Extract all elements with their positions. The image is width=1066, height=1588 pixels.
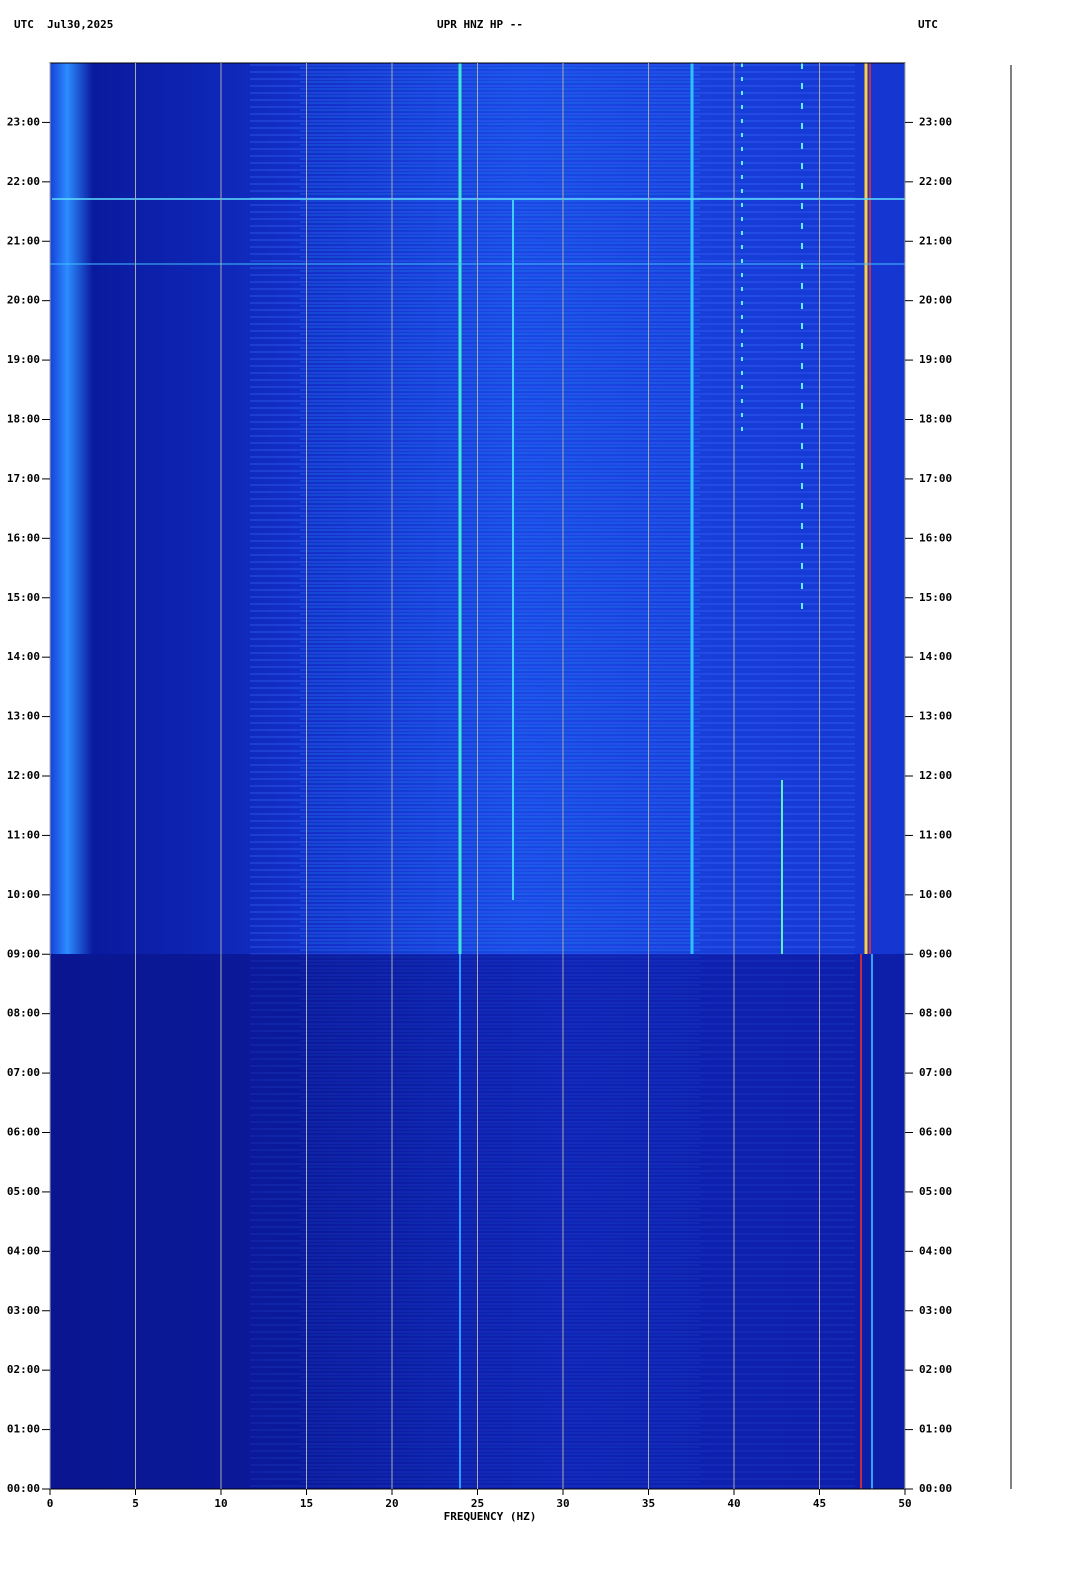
y-tick-label: 02:00 (919, 1363, 952, 1376)
y-tick-label: 03:00 (919, 1304, 952, 1317)
y-tick-label: 01:00 (919, 1423, 952, 1436)
chart-title: UPR HNZ HP -- (437, 18, 523, 31)
y-tick-label: 13:00 (919, 710, 952, 723)
y-tick-label: 14:00 (7, 650, 40, 663)
y-tick-label: 20:00 (919, 294, 952, 307)
y-tick-label: 16:00 (919, 531, 952, 544)
y-tick-label: 12:00 (919, 769, 952, 782)
x-tick-label: 40 (727, 1497, 740, 1510)
left-header: UTC Jul30,2025 (14, 18, 113, 31)
y-tick-label: 11:00 (919, 828, 952, 841)
y-tick-label: 18:00 (7, 413, 40, 426)
x-tick-label: 15 (300, 1497, 313, 1510)
y-tick-label: 17:00 (7, 472, 40, 485)
x-tick-label: 10 (214, 1497, 227, 1510)
y-tick-label: 18:00 (919, 413, 952, 426)
y-tick-label: 21:00 (7, 234, 40, 247)
y-tick-label: 02:00 (7, 1363, 40, 1376)
x-tick-label: 50 (898, 1497, 911, 1510)
x-tick-label: 45 (813, 1497, 826, 1510)
y-tick-label: 14:00 (919, 650, 952, 663)
y-tick-label: 23:00 (7, 115, 40, 128)
y-tick-label: 11:00 (7, 828, 40, 841)
y-tick-label: 07:00 (919, 1066, 952, 1079)
x-tick-label: 25 (471, 1497, 484, 1510)
y-tick-label: 10:00 (7, 888, 40, 901)
y-tick-label: 19:00 (7, 353, 40, 366)
x-tick-label: 5 (132, 1497, 139, 1510)
y-tick-label: 00:00 (7, 1482, 40, 1495)
x-tick-label: 20 (385, 1497, 398, 1510)
y-tick-label: 07:00 (7, 1066, 40, 1079)
y-tick-label: 08:00 (7, 1007, 40, 1020)
x-tick-label: 30 (556, 1497, 569, 1510)
y-tick-label: 01:00 (7, 1423, 40, 1436)
y-tick-label: 08:00 (919, 1007, 952, 1020)
y-tick-label: 04:00 (919, 1244, 952, 1257)
y-tick-label: 15:00 (919, 591, 952, 604)
y-tick-label: 09:00 (7, 947, 40, 960)
y-tick-label: 05:00 (7, 1185, 40, 1198)
x-tick-label: 35 (642, 1497, 655, 1510)
y-tick-label: 10:00 (919, 888, 952, 901)
y-tick-label: 22:00 (919, 175, 952, 188)
y-tick-label: 16:00 (7, 531, 40, 544)
x-tick-label: 0 (47, 1497, 54, 1510)
y-tick-label: 21:00 (919, 234, 952, 247)
y-tick-label: 03:00 (7, 1304, 40, 1317)
y-tick-label: 00:00 (919, 1482, 952, 1495)
y-tick-label: 04:00 (7, 1244, 40, 1257)
y-tick-label: 12:00 (7, 769, 40, 782)
y-tick-label: 15:00 (7, 591, 40, 604)
y-tick-label: 05:00 (919, 1185, 952, 1198)
y-tick-label: 13:00 (7, 710, 40, 723)
x-axis-label: FREQUENCY (HZ) (444, 1510, 537, 1523)
right-header: UTC (918, 18, 938, 31)
y-tick-label: 06:00 (919, 1126, 952, 1139)
y-tick-label: 22:00 (7, 175, 40, 188)
y-tick-label: 20:00 (7, 294, 40, 307)
y-tick-label: 06:00 (7, 1126, 40, 1139)
y-tick-label: 19:00 (919, 353, 952, 366)
y-tick-label: 09:00 (919, 947, 952, 960)
y-tick-label: 17:00 (919, 472, 952, 485)
y-tick-label: 23:00 (919, 115, 952, 128)
